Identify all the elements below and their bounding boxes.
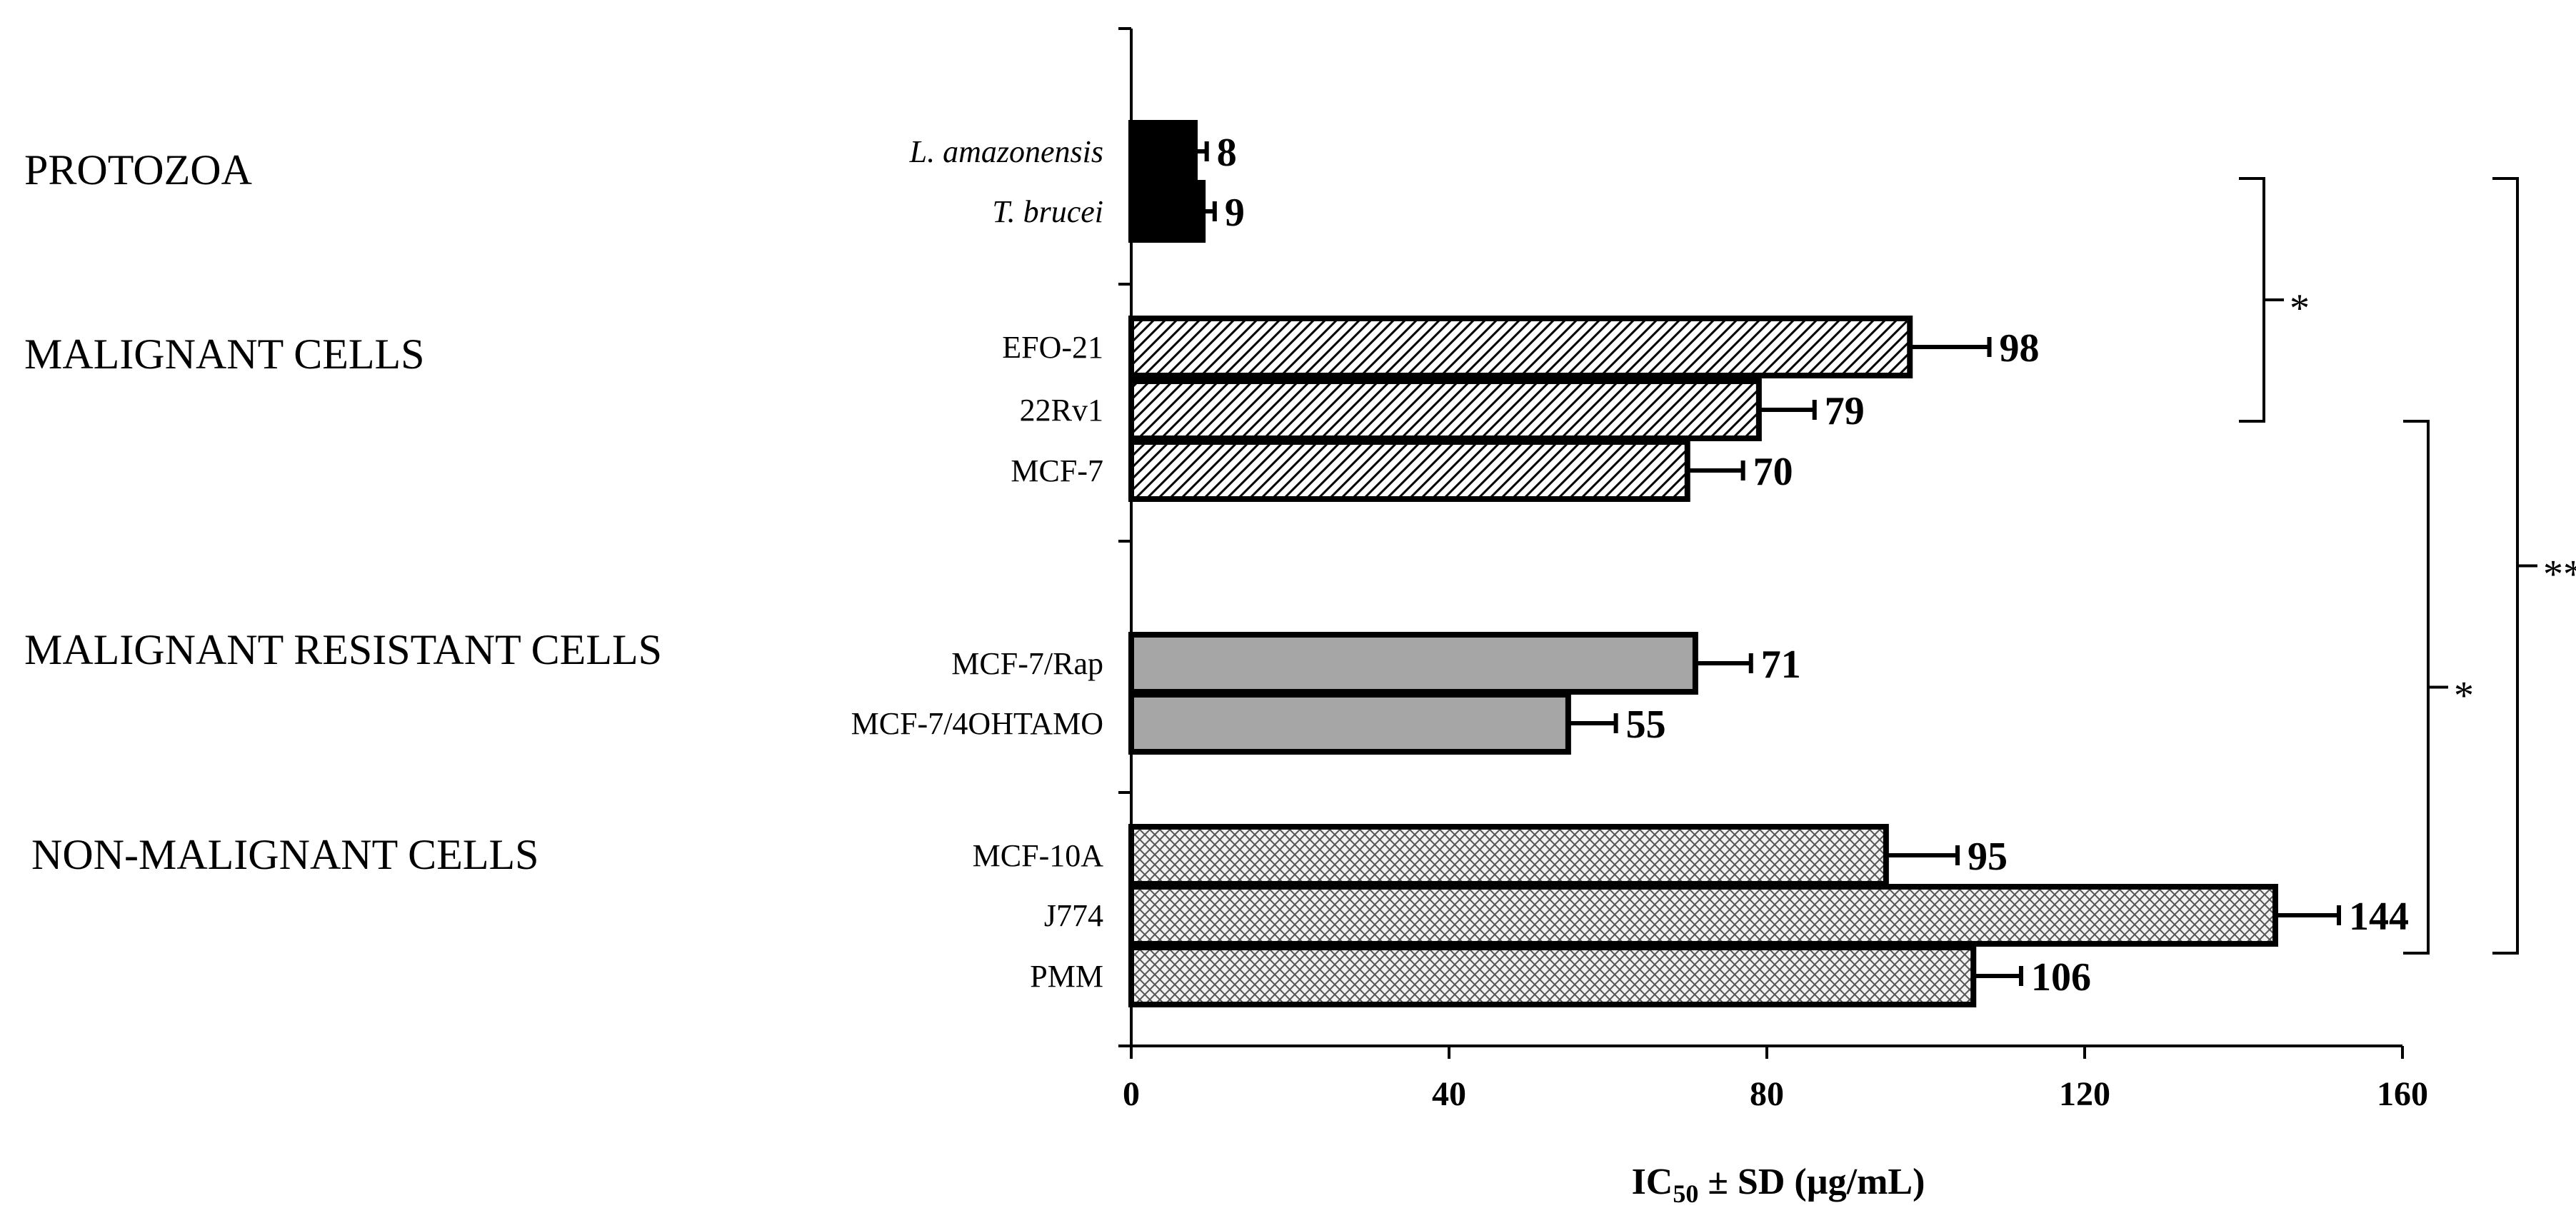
value-label: 71 xyxy=(1761,643,1801,687)
bar xyxy=(1128,824,1889,887)
x-tick-label: 0 xyxy=(1123,1075,1140,1113)
value-label: 9 xyxy=(1225,191,1245,235)
significance-label: * xyxy=(2290,286,2310,331)
x-tick-label: 120 xyxy=(2059,1075,2110,1113)
category-label: MCF-10A xyxy=(973,838,1104,873)
value-label: 79 xyxy=(1825,389,1865,433)
bar xyxy=(1128,945,1977,1007)
category-label: J774 xyxy=(1044,898,1103,933)
significance-label: ** xyxy=(2543,553,2576,597)
category-label: PMM xyxy=(1030,959,1103,994)
bar xyxy=(1128,316,1913,378)
bar xyxy=(1128,884,2278,947)
category-label: T. brucei xyxy=(992,194,1103,229)
value-label: 144 xyxy=(2349,895,2409,939)
value-label: 70 xyxy=(1753,450,1793,494)
group-label: MALIGNANT RESISTANT CELLS xyxy=(24,626,662,673)
significance-bracket xyxy=(2492,177,2519,955)
x-tick-label: 80 xyxy=(1750,1075,1784,1113)
bar xyxy=(1128,692,1571,755)
value-label: 106 xyxy=(2031,955,2091,1000)
significance-bracket xyxy=(2403,420,2430,955)
value-label: 98 xyxy=(2000,326,2040,371)
x-axis-title: IC50 ± SD (µg/mL) xyxy=(1632,1162,1925,1208)
category-label: 22Rv1 xyxy=(1020,393,1103,428)
category-label: MCF-7/Rap xyxy=(951,646,1103,681)
plot-layer: 0 40 80 120 160 PROTOZOA L. amazonensis 8 T. bru… xyxy=(24,27,2576,1113)
x-tick-label: 160 xyxy=(2377,1075,2428,1113)
category-label: MCF-7 xyxy=(1011,453,1103,488)
value-label: 95 xyxy=(1968,835,2008,879)
group-label: NON-MALIGNANT CELLS xyxy=(31,831,539,878)
significance-label: * xyxy=(2454,674,2474,718)
x-tick-label: 40 xyxy=(1432,1075,1466,1113)
bar xyxy=(1128,120,1198,183)
bar xyxy=(1128,180,1206,243)
group-label: MALIGNANT CELLS xyxy=(24,331,425,378)
value-label: 55 xyxy=(1626,703,1666,747)
category-label: EFO-21 xyxy=(1002,330,1103,365)
category-label: MCF-7/4OHTAMO xyxy=(851,706,1103,741)
category-label: L. amazonensis xyxy=(909,134,1103,169)
bar xyxy=(1128,378,1762,441)
significance-bracket xyxy=(2239,177,2265,423)
group-label: PROTOZOA xyxy=(24,146,252,193)
bar xyxy=(1128,439,1690,502)
bar xyxy=(1128,632,1698,695)
value-label: 8 xyxy=(1217,131,1237,175)
